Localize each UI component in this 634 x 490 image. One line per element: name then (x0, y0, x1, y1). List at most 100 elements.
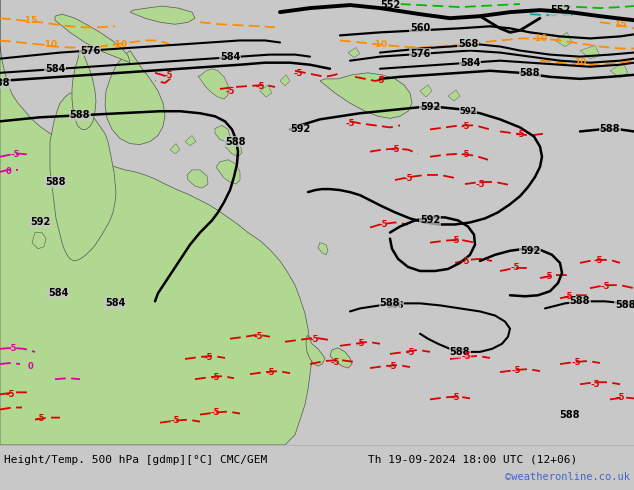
Text: -5: -5 (10, 150, 20, 159)
Text: 568: 568 (458, 40, 478, 49)
Polygon shape (32, 233, 46, 249)
Polygon shape (216, 160, 240, 184)
Text: -5: -5 (615, 393, 624, 402)
Text: 588: 588 (70, 110, 90, 120)
Text: 592: 592 (30, 218, 50, 227)
Text: 586: 586 (386, 301, 404, 310)
Text: -5: -5 (403, 174, 413, 183)
Text: 0: 0 (5, 168, 11, 176)
Polygon shape (280, 75, 290, 86)
Text: -5: -5 (163, 72, 172, 80)
Text: Height/Temp. 500 hPa [gdmp][°C] CMC/GEM: Height/Temp. 500 hPa [gdmp][°C] CMC/GEM (4, 455, 268, 465)
Text: 592: 592 (420, 216, 440, 225)
Text: -5: -5 (600, 282, 610, 291)
Text: -5: -5 (256, 82, 265, 92)
Text: -5: -5 (476, 179, 485, 189)
Text: 584: 584 (460, 58, 480, 68)
Text: -10: -10 (42, 40, 58, 49)
Polygon shape (105, 50, 165, 145)
Text: -5: -5 (450, 236, 460, 245)
Text: -5: -5 (590, 380, 600, 389)
Text: -5: -5 (511, 366, 521, 374)
Text: -5: -5 (571, 358, 581, 367)
Text: -5: -5 (204, 353, 213, 363)
Text: -5: -5 (5, 390, 15, 399)
Text: 552: 552 (550, 5, 570, 15)
Text: -5: -5 (460, 122, 470, 131)
Text: 588: 588 (450, 347, 470, 357)
Polygon shape (198, 69, 228, 99)
Polygon shape (260, 85, 272, 97)
Polygon shape (448, 90, 460, 101)
Text: 588: 588 (45, 177, 65, 187)
Text: 576: 576 (80, 46, 100, 55)
Text: Th 19-09-2024 18:00 UTC (12+06): Th 19-09-2024 18:00 UTC (12+06) (368, 455, 577, 465)
Text: -5: -5 (391, 145, 400, 154)
Polygon shape (555, 32, 572, 47)
Polygon shape (348, 48, 360, 58)
Polygon shape (50, 93, 116, 261)
Polygon shape (170, 144, 180, 154)
Text: 588: 588 (380, 298, 400, 308)
Polygon shape (55, 14, 130, 63)
Text: 592: 592 (290, 124, 310, 134)
Text: -5: -5 (36, 414, 45, 423)
Text: -5: -5 (460, 257, 470, 267)
Text: -5: -5 (265, 368, 275, 377)
Text: -5: -5 (210, 408, 220, 417)
Text: -10: -10 (532, 34, 548, 43)
Text: -5: -5 (510, 264, 520, 272)
Text: -5: -5 (375, 76, 385, 85)
Text: 588: 588 (560, 410, 580, 419)
Text: -10: -10 (372, 40, 388, 49)
Text: 15: 15 (614, 20, 626, 29)
Polygon shape (320, 73, 412, 118)
Text: 588: 588 (224, 137, 245, 147)
Text: -5: -5 (7, 344, 16, 353)
Text: -5: -5 (387, 362, 397, 370)
Text: -5: -5 (294, 69, 303, 78)
Text: 592: 592 (420, 102, 440, 112)
Text: 10: 10 (574, 58, 586, 67)
Text: 552: 552 (380, 0, 400, 10)
Text: -5: -5 (378, 220, 388, 229)
Polygon shape (130, 6, 195, 25)
Text: -5: -5 (460, 150, 470, 159)
Text: -5: -5 (253, 332, 262, 341)
Polygon shape (225, 138, 242, 157)
Polygon shape (185, 136, 196, 146)
Text: 584: 584 (105, 298, 125, 308)
Text: -15: -15 (22, 16, 38, 24)
Polygon shape (330, 348, 352, 368)
Polygon shape (306, 336, 325, 366)
Text: 592: 592 (520, 246, 540, 256)
Text: -5: -5 (563, 292, 573, 301)
Text: -5: -5 (346, 119, 355, 128)
Text: -5: -5 (210, 373, 220, 382)
Text: 588: 588 (570, 296, 590, 306)
Text: -5: -5 (330, 358, 340, 367)
Polygon shape (72, 50, 96, 129)
Text: ©weatheronline.co.uk: ©weatheronline.co.uk (505, 472, 630, 482)
Text: -5: -5 (309, 335, 319, 344)
Text: -5: -5 (515, 130, 525, 139)
Text: -5: -5 (543, 271, 553, 281)
Text: 560: 560 (410, 24, 430, 33)
Text: -10: -10 (112, 40, 128, 49)
Text: -5: -5 (450, 393, 460, 402)
Text: -5: -5 (405, 348, 415, 357)
Text: 588: 588 (615, 300, 634, 310)
Text: 0: 0 (27, 362, 33, 370)
Text: 588: 588 (520, 68, 540, 78)
Text: 584: 584 (45, 64, 65, 74)
Text: 592: 592 (459, 107, 477, 116)
Polygon shape (318, 243, 328, 255)
Polygon shape (420, 85, 432, 97)
Text: 588: 588 (600, 124, 620, 134)
Text: 584: 584 (48, 288, 68, 298)
Polygon shape (0, 0, 312, 445)
Text: -5: -5 (593, 256, 603, 266)
Polygon shape (610, 63, 628, 78)
Text: -5: -5 (462, 352, 471, 362)
Text: 584: 584 (220, 51, 240, 62)
